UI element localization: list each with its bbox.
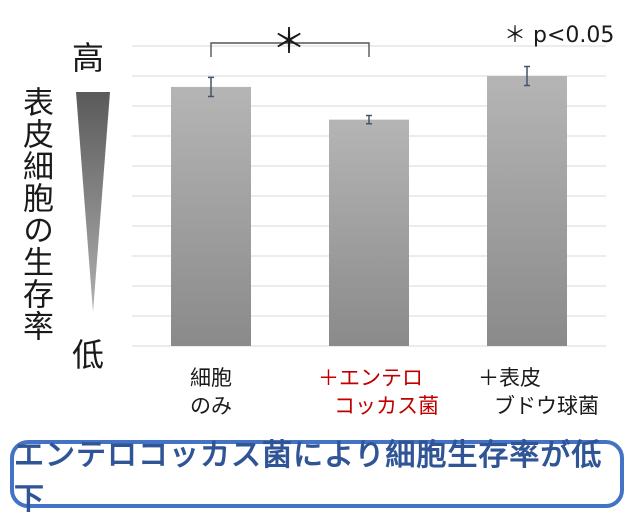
significance-note: ＊ p<0.05 <box>504 23 615 48</box>
category-label-staphylococcus: ＋表皮 ブドウ球菌 <box>478 366 599 418</box>
category-label-enterococcus: ＋エンテロ コッカス菌 <box>318 366 439 418</box>
bars <box>171 76 567 347</box>
y-low-label: 低 <box>72 336 105 374</box>
decreasing-triangle <box>76 92 110 312</box>
error-bars <box>208 65 530 125</box>
category-label-cells-only: 細胞 のみ <box>190 366 232 418</box>
bar-1 <box>329 119 409 347</box>
error-bar-2 <box>524 65 530 87</box>
conclusion-box: エンテロコッカス菌により細胞生存率が低下 <box>10 438 624 517</box>
y-axis-label: 表皮細胞の生存率 <box>17 86 53 342</box>
significance-star: ＊ <box>272 22 306 62</box>
bar-2 <box>487 76 567 346</box>
y-high-label: 高 <box>72 39 105 77</box>
error-bar-1 <box>366 114 372 125</box>
chart <box>76 42 606 347</box>
bar-0 <box>171 86 251 346</box>
significance-bracket <box>210 42 370 57</box>
error-bar-0 <box>208 76 214 98</box>
